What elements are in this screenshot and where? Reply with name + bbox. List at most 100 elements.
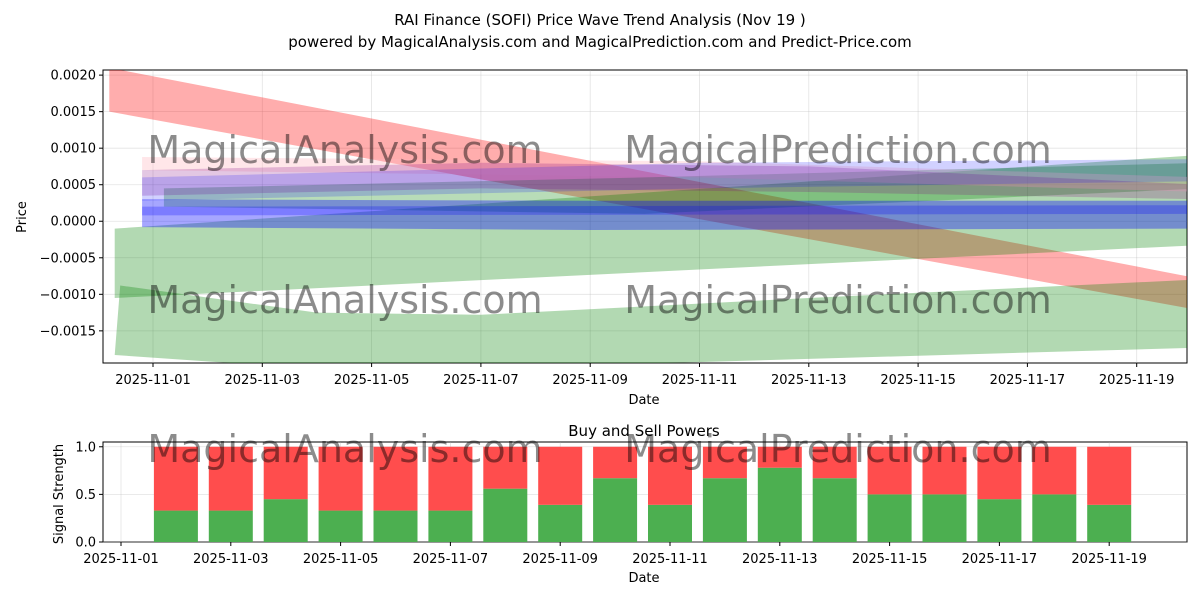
sell-bar bbox=[538, 446, 583, 505]
power-x-label: Date bbox=[628, 571, 659, 586]
price-xtick-label: 2025-11-11 bbox=[662, 373, 738, 388]
power-xtick-label: 2025-11-01 bbox=[83, 552, 159, 567]
power-xtick-label: 2025-11-19 bbox=[1071, 552, 1147, 567]
band-green-lower bbox=[114, 279, 1187, 363]
band-green-mid bbox=[163, 163, 1187, 214]
sell-bar bbox=[208, 446, 253, 511]
sell-bar bbox=[1032, 446, 1077, 495]
band-red-down bbox=[109, 70, 1187, 309]
power-xtick-label: 2025-11-11 bbox=[632, 552, 708, 567]
price-ytick-label: −0.0015 bbox=[40, 324, 96, 339]
price-xtick-label: 2025-11-09 bbox=[552, 373, 628, 388]
buy-bar bbox=[208, 510, 253, 542]
price-ytick-label: 0.0010 bbox=[51, 142, 97, 157]
power-title: Buy and Sell Powers bbox=[568, 422, 720, 440]
power-plot-frame bbox=[102, 441, 1188, 543]
power-ytick-label: 1.0 bbox=[75, 440, 96, 455]
price-xtick-label: 2025-11-03 bbox=[225, 373, 301, 388]
sell-bar bbox=[977, 446, 1022, 500]
sell-bar bbox=[593, 446, 638, 479]
buy-bar bbox=[977, 499, 1022, 542]
watermark-prediction-2: MagicalPrediction.com bbox=[624, 278, 1052, 322]
power-watermarks: MagicalAnalysis.com MagicalPrediction.co… bbox=[147, 427, 1051, 471]
power-xtick-label: 2025-11-07 bbox=[413, 552, 489, 567]
price-ytick-label: 0.0015 bbox=[51, 105, 97, 120]
band-blue-thin bbox=[142, 205, 1187, 216]
price-watermarks: MagicalAnalysis.com MagicalPrediction.co… bbox=[147, 128, 1051, 322]
watermark-prediction-1: MagicalPrediction.com bbox=[624, 128, 1052, 172]
buy-bar bbox=[373, 510, 418, 542]
buy-bar bbox=[812, 478, 857, 542]
price-ytick-label: 0.0005 bbox=[51, 178, 97, 193]
price-xtick-label: 2025-11-15 bbox=[880, 373, 956, 388]
sell-bar bbox=[153, 446, 198, 511]
sell-bar bbox=[757, 446, 802, 468]
price-xtick-label: 2025-11-19 bbox=[1099, 373, 1175, 388]
power-ytick-label: 0.0 bbox=[75, 536, 96, 551]
sell-bar bbox=[263, 446, 308, 500]
price-grid bbox=[103, 70, 1187, 363]
power-ytick-label: 0.5 bbox=[75, 488, 96, 503]
buy-bar bbox=[263, 499, 308, 542]
price-bands bbox=[109, 70, 1187, 363]
watermark-analysis-1: MagicalAnalysis.com bbox=[147, 128, 542, 172]
buy-bar bbox=[593, 478, 638, 542]
price-ytick-label: −0.0010 bbox=[40, 288, 96, 303]
power-xtick-label: 2025-11-17 bbox=[962, 552, 1038, 567]
price-plot-frame bbox=[102, 69, 1188, 364]
band-green-up-wide bbox=[114, 155, 1187, 298]
sell-bar bbox=[483, 446, 528, 489]
power-xtick-label: 2025-11-09 bbox=[522, 552, 598, 567]
sell-bar bbox=[318, 446, 363, 511]
sell-bar bbox=[1087, 446, 1132, 505]
power-y-axis: 0.0 0.5 1.0 bbox=[75, 440, 103, 551]
power-xtick-label: 2025-11-13 bbox=[742, 552, 818, 567]
watermark-analysis-2: MagicalAnalysis.com bbox=[147, 278, 542, 322]
sell-bar bbox=[867, 446, 912, 495]
band-blue-upper bbox=[142, 159, 1187, 201]
watermark-analysis-3: MagicalAnalysis.com bbox=[147, 427, 542, 471]
buy-bar bbox=[538, 504, 583, 542]
buy-bar bbox=[757, 467, 802, 542]
power-xtick-label: 2025-11-05 bbox=[303, 552, 379, 567]
price-y-label: Price bbox=[15, 201, 30, 233]
power-x-axis: 2025-11-01 2025-11-03 2025-11-05 2025-11-07… bbox=[83, 542, 1147, 567]
band-blue-lower bbox=[142, 199, 1187, 230]
buy-bar bbox=[1032, 494, 1077, 542]
buy-bar bbox=[318, 510, 363, 542]
buy-bar bbox=[428, 510, 473, 542]
power-xtick-label: 2025-11-15 bbox=[852, 552, 928, 567]
price-ytick-label: 0.0000 bbox=[51, 215, 97, 230]
buy-bar bbox=[153, 510, 198, 542]
band-pink-top bbox=[142, 157, 1187, 192]
power-y-label: Signal Strength bbox=[52, 444, 67, 544]
price-xtick-label: 2025-11-07 bbox=[443, 373, 519, 388]
price-xtick-label: 2025-11-17 bbox=[990, 373, 1066, 388]
watermark-prediction-3: MagicalPrediction.com bbox=[624, 427, 1052, 471]
price-x-axis: 2025-11-01 2025-11-03 2025-11-05 2025-11-07… bbox=[115, 363, 1174, 388]
price-xtick-label: 2025-11-05 bbox=[334, 373, 410, 388]
sell-bar bbox=[373, 446, 418, 511]
price-x-label: Date bbox=[628, 393, 659, 408]
buy-bar bbox=[867, 494, 912, 542]
buy-bar bbox=[922, 494, 967, 542]
buy-bar bbox=[483, 488, 528, 542]
sell-bar bbox=[428, 446, 473, 511]
chart-title: RAI Finance (SOFI) Price Wave Trend Anal… bbox=[394, 11, 806, 29]
buy-bar bbox=[702, 478, 747, 542]
band-purple-top bbox=[142, 162, 1187, 200]
price-xtick-label: 2025-11-01 bbox=[115, 373, 191, 388]
sell-bar bbox=[812, 446, 857, 479]
price-y-axis: 0.0020 0.0015 0.0010 0.0005 0.0000 −0.0005 −0.… bbox=[40, 69, 103, 339]
sell-bar bbox=[648, 446, 692, 505]
buy-bar bbox=[648, 504, 692, 542]
price-ytick-label: −0.0005 bbox=[40, 251, 96, 266]
power-bars bbox=[153, 446, 1132, 542]
sell-bar bbox=[702, 446, 747, 479]
power-xtick-label: 2025-11-03 bbox=[193, 552, 269, 567]
price-ytick-label: 0.0020 bbox=[51, 69, 97, 84]
chart-subtitle: powered by MagicalAnalysis.com and Magic… bbox=[288, 33, 912, 51]
price-xtick-label: 2025-11-13 bbox=[771, 373, 847, 388]
